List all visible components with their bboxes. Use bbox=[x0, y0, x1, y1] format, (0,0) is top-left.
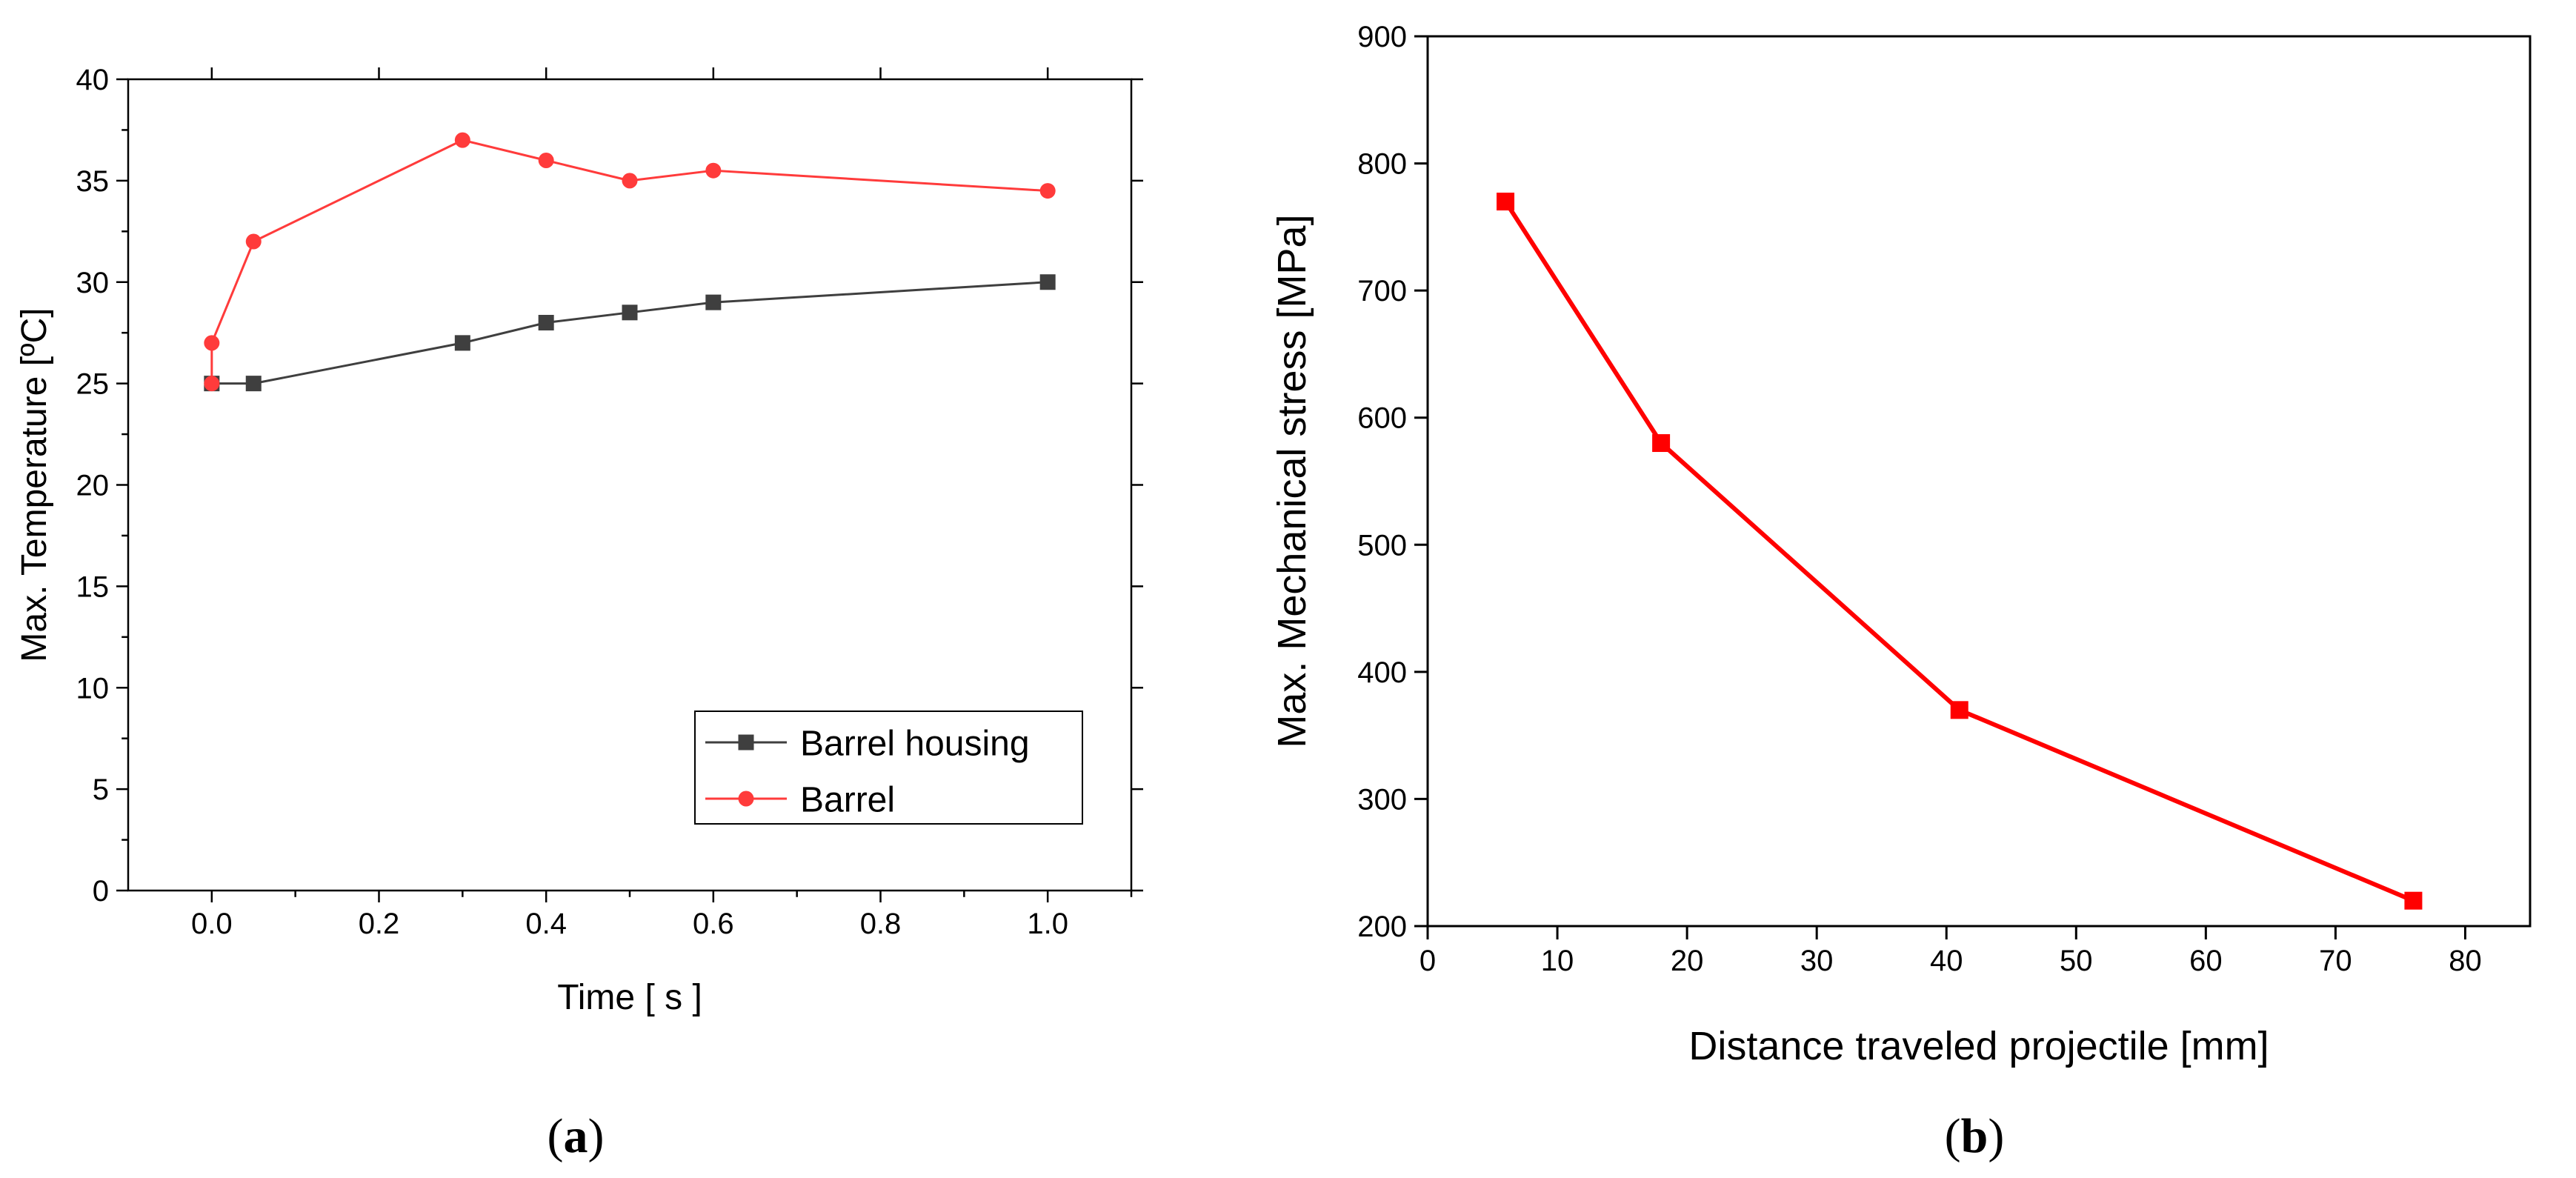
x-tick-label: 40 bbox=[1930, 945, 1963, 977]
y-tick-label: 500 bbox=[1357, 529, 1407, 562]
data-point bbox=[1652, 434, 1671, 453]
x-tick-label: 20 bbox=[1671, 945, 1704, 977]
data-point bbox=[454, 335, 470, 351]
panel-letter: b bbox=[1961, 1109, 1988, 1163]
data-point bbox=[705, 294, 722, 310]
data-point bbox=[705, 162, 722, 179]
y-tick-label: 20 bbox=[76, 470, 110, 502]
x-tick-label: 60 bbox=[2189, 945, 2223, 977]
y-tick-label: 5 bbox=[93, 773, 109, 806]
legend-label: Barrel bbox=[800, 780, 895, 819]
y-tick-label: 15 bbox=[76, 570, 110, 603]
x-tick-label: 0.8 bbox=[860, 908, 902, 940]
y-tick-label: 200 bbox=[1357, 911, 1407, 943]
y-tick-label: 300 bbox=[1357, 783, 1407, 816]
y-tick-label: 25 bbox=[76, 368, 110, 401]
y-tick-label: 400 bbox=[1357, 656, 1407, 689]
x-tick-label: 0.6 bbox=[693, 908, 734, 940]
x-tick-label: 0.0 bbox=[191, 908, 233, 940]
y-tick-label: 35 bbox=[76, 165, 110, 198]
data-point bbox=[1950, 701, 1968, 719]
data-point bbox=[204, 376, 220, 392]
series-line-1 bbox=[1503, 200, 2414, 903]
data-point bbox=[1497, 193, 1515, 211]
legend-marker bbox=[738, 791, 754, 807]
chart-a: 0.0 0.2 0.4 0.6 0.8 1.0 0 5 10 15 20 25 30 35 40 Time [… bbox=[15, 64, 1143, 1163]
y-axis-label: Max. Temperature [ºC] bbox=[15, 307, 54, 662]
data-point bbox=[1039, 274, 1056, 290]
panel-label: (a) bbox=[548, 1109, 605, 1163]
x-tick-label: 10 bbox=[1541, 945, 1574, 977]
x-tick-label: 70 bbox=[2319, 945, 2352, 977]
x-tick-label: 30 bbox=[1800, 945, 1834, 977]
chart-b: 0 10 20 30 40 50 60 70 80 200 300 400 500 600 700 800 90… bbox=[1270, 21, 2532, 1163]
y-axis-label: Max. Mechanical stress [MPa] bbox=[1270, 214, 1314, 748]
data-point bbox=[245, 376, 262, 392]
data-point bbox=[622, 173, 638, 189]
y-tick-label: 10 bbox=[76, 672, 110, 705]
data-point bbox=[538, 153, 554, 168]
plot-frame bbox=[1426, 35, 2532, 928]
series-line-1 bbox=[211, 281, 1048, 385]
series-line-2 bbox=[210, 139, 1048, 384]
legend-box bbox=[694, 711, 1083, 825]
x-tick-label: 1.0 bbox=[1027, 908, 1068, 940]
data-point bbox=[1039, 183, 1056, 199]
x-axis-label: Time [ s ] bbox=[557, 978, 702, 1017]
x-tick-label: 0.2 bbox=[359, 908, 400, 940]
x-axis-label: Distance traveled projectile [mm] bbox=[1688, 1024, 2269, 1068]
data-point bbox=[2404, 891, 2423, 910]
y-tick-label: 700 bbox=[1357, 275, 1407, 307]
panel-letter: a bbox=[564, 1109, 588, 1163]
panel-label: (b) bbox=[1945, 1109, 2005, 1163]
y-tick-label: 600 bbox=[1357, 402, 1407, 435]
data-point bbox=[538, 315, 554, 330]
legend-label: Barrel housing bbox=[800, 724, 1030, 763]
y-tick-label: 0 bbox=[93, 875, 109, 908]
x-tick-label: 80 bbox=[2449, 945, 2482, 977]
data-point bbox=[454, 132, 470, 148]
y-tick-label: 900 bbox=[1357, 21, 1407, 53]
x-tick-label: 0.4 bbox=[525, 908, 567, 940]
legend-marker bbox=[738, 734, 754, 751]
data-point bbox=[245, 233, 262, 250]
y-tick-label: 40 bbox=[76, 64, 110, 96]
data-point bbox=[204, 335, 220, 351]
x-tick-label: 0 bbox=[1420, 945, 1436, 977]
y-tick-label: 800 bbox=[1357, 148, 1407, 181]
y-tick-label: 30 bbox=[76, 267, 110, 299]
x-tick-label: 50 bbox=[2060, 945, 2093, 977]
data-point bbox=[622, 305, 638, 321]
